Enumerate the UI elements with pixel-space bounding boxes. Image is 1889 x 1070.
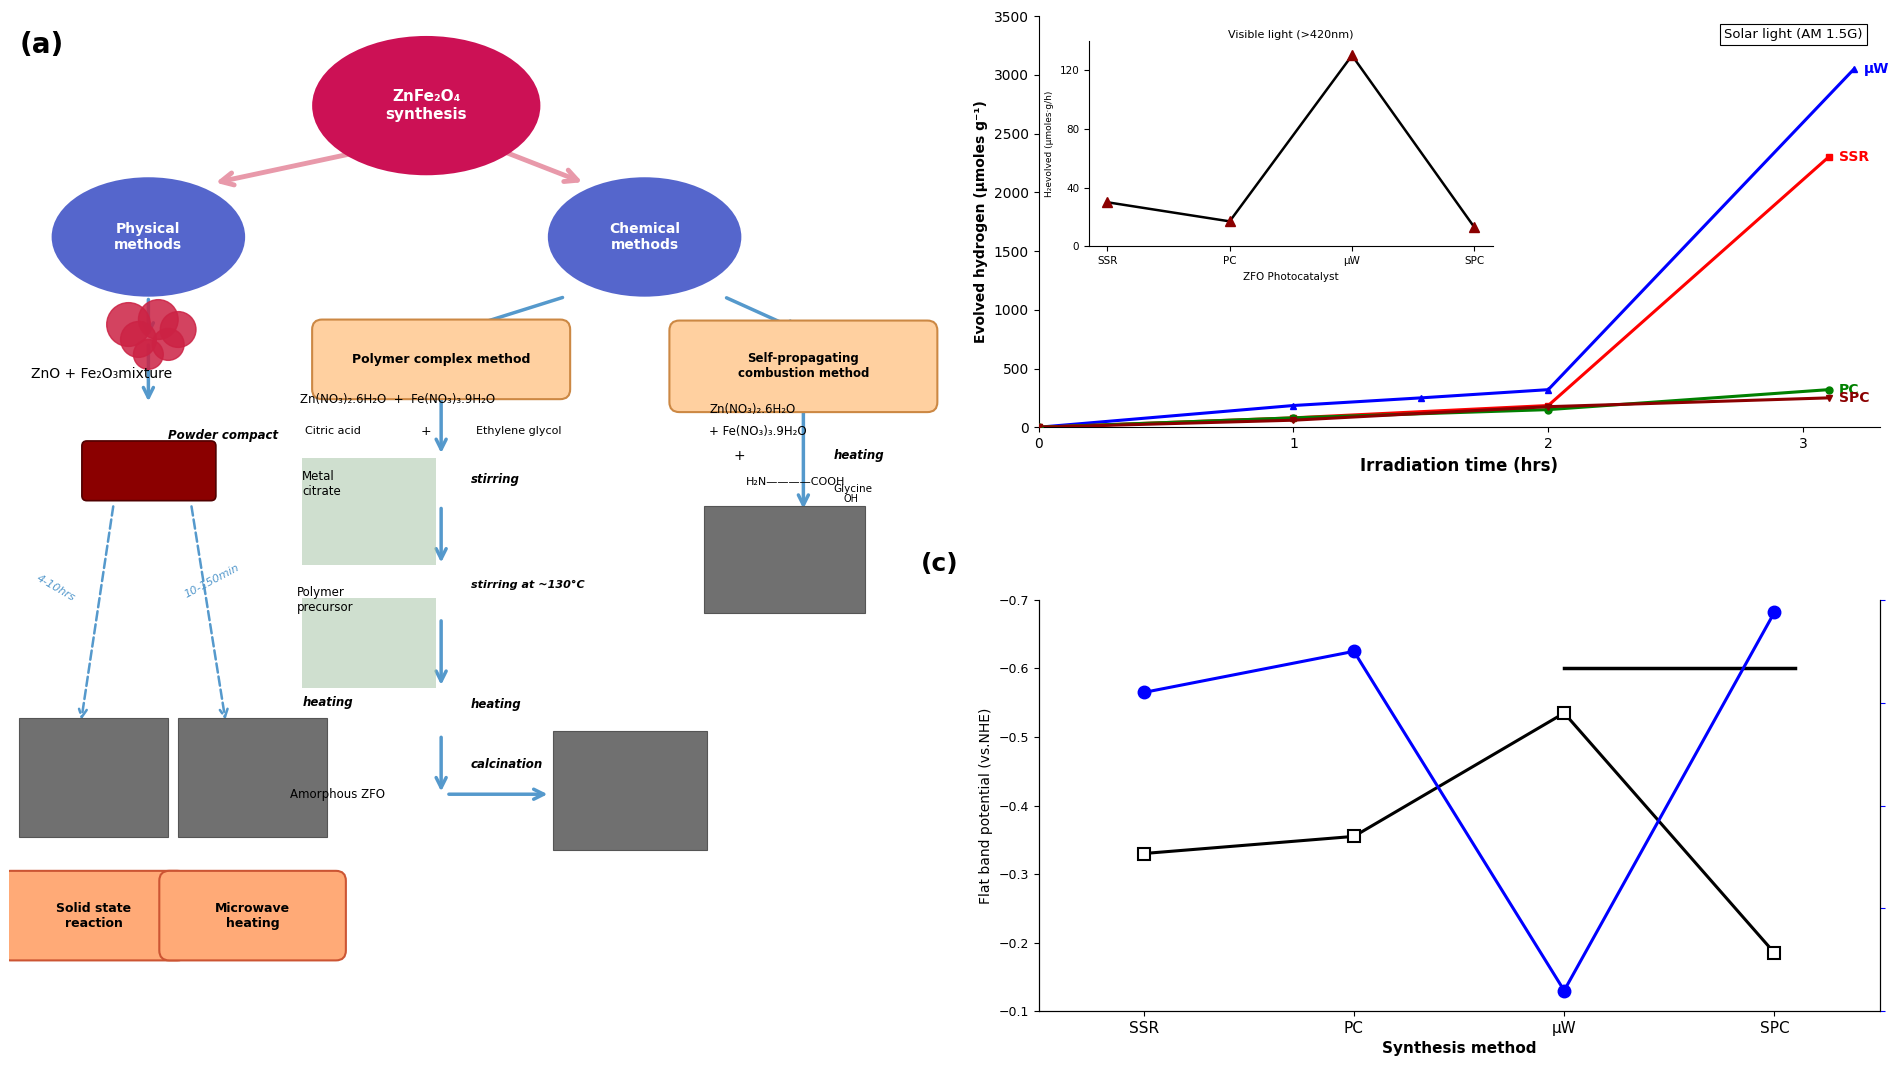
Text: stirring at ~130°C: stirring at ~130°C	[470, 580, 584, 591]
Text: Polymer complex method: Polymer complex method	[351, 353, 531, 366]
X-axis label: Synthesis method: Synthesis method	[1381, 1041, 1536, 1056]
FancyBboxPatch shape	[302, 598, 436, 688]
Text: heating: heating	[833, 449, 884, 462]
Circle shape	[134, 339, 162, 369]
Text: PC: PC	[1838, 383, 1859, 397]
Text: Ethylene glycol: Ethylene glycol	[476, 426, 561, 435]
Text: 4-10hrs: 4-10hrs	[36, 574, 77, 603]
FancyBboxPatch shape	[159, 871, 346, 961]
FancyBboxPatch shape	[302, 458, 436, 565]
Circle shape	[153, 328, 183, 361]
Ellipse shape	[312, 36, 540, 175]
Text: Zn(NO₃)₂.6H₂O: Zn(NO₃)₂.6H₂O	[708, 402, 795, 415]
Text: Solid state
reaction: Solid state reaction	[57, 902, 132, 930]
Y-axis label: Flat band potential (vs.NHE): Flat band potential (vs.NHE)	[979, 707, 994, 904]
Text: SPC: SPC	[1838, 391, 1870, 404]
Text: + Fe(NO₃)₃.9H₂O: + Fe(NO₃)₃.9H₂O	[708, 425, 807, 438]
Text: (a): (a)	[19, 31, 64, 59]
FancyBboxPatch shape	[705, 506, 865, 613]
Text: OH: OH	[842, 493, 858, 504]
FancyBboxPatch shape	[19, 718, 168, 837]
Text: Chemical
methods: Chemical methods	[608, 221, 680, 253]
Text: Powder compact: Powder compact	[168, 429, 278, 443]
Circle shape	[106, 303, 151, 347]
FancyBboxPatch shape	[81, 441, 215, 501]
FancyBboxPatch shape	[312, 320, 570, 399]
Text: calcination: calcination	[470, 758, 544, 770]
Text: heating: heating	[302, 697, 353, 709]
Text: heating: heating	[470, 698, 521, 712]
Text: SSR: SSR	[1838, 150, 1868, 164]
Text: stirring: stirring	[470, 473, 519, 486]
Text: Self-propagating
combustion method: Self-propagating combustion method	[739, 352, 869, 380]
Circle shape	[161, 311, 196, 348]
X-axis label: Irradiation time (hrs): Irradiation time (hrs)	[1360, 457, 1558, 474]
Circle shape	[138, 300, 178, 339]
Text: 10-150min: 10-150min	[183, 563, 242, 600]
Text: Citric acid: Citric acid	[306, 426, 361, 435]
Text: Microwave
heating: Microwave heating	[215, 902, 291, 930]
Text: ZnO + Fe₂O₃mixture: ZnO + Fe₂O₃mixture	[32, 367, 172, 381]
Text: Physical
methods: Physical methods	[115, 221, 183, 253]
FancyBboxPatch shape	[553, 731, 706, 850]
Text: H₂N————COOH: H₂N————COOH	[746, 477, 844, 487]
FancyBboxPatch shape	[669, 321, 937, 412]
Circle shape	[121, 322, 157, 357]
Text: +: +	[421, 425, 431, 438]
Text: (c): (c)	[920, 552, 958, 576]
Text: Polymer
precursor: Polymer precursor	[297, 586, 353, 614]
Ellipse shape	[548, 178, 740, 296]
Text: Zn(NO₃)₂.6H₂O  +  Fe(NO₃)₃.9H₂O: Zn(NO₃)₂.6H₂O + Fe(NO₃)₃.9H₂O	[300, 393, 495, 406]
Y-axis label: Evolved hydrogen (μmoles g⁻¹): Evolved hydrogen (μmoles g⁻¹)	[975, 101, 988, 343]
FancyBboxPatch shape	[178, 718, 327, 837]
Text: Amorphous ZFO: Amorphous ZFO	[291, 788, 385, 800]
Text: μW: μW	[1864, 62, 1889, 76]
Text: ZnFe₂O₄
synthesis: ZnFe₂O₄ synthesis	[385, 90, 467, 122]
Text: Glycine: Glycine	[833, 484, 873, 493]
FancyBboxPatch shape	[0, 871, 187, 961]
Text: Solar light (AM 1.5G): Solar light (AM 1.5G)	[1725, 29, 1863, 42]
Ellipse shape	[51, 178, 246, 296]
Text: Metal
citrate: Metal citrate	[302, 470, 340, 498]
Text: +: +	[735, 449, 746, 463]
